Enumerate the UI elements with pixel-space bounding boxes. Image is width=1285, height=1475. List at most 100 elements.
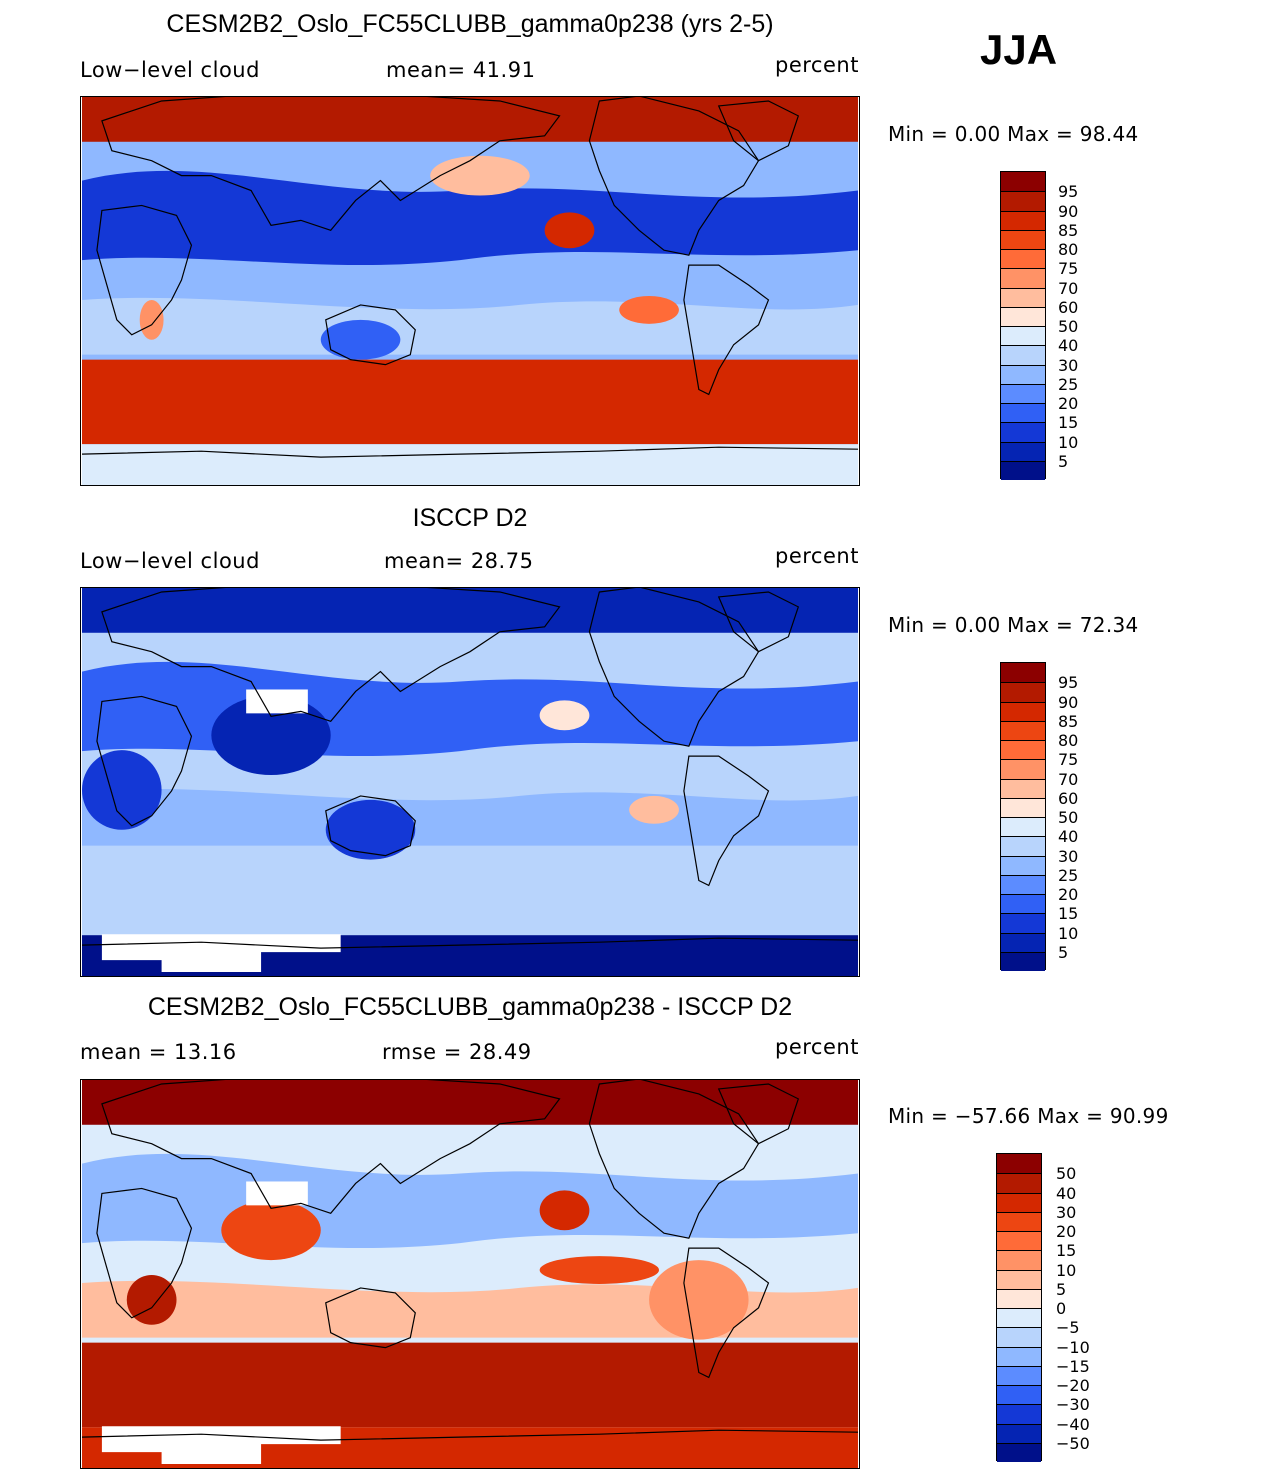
panel-1-title: CESM2B2_Oslo_FC55CLUBB_gamma0p238 (yrs 2… — [166, 10, 774, 38]
colorbar-swatch — [1001, 874, 1045, 894]
panel-2-mean-label: mean= 28.75 — [384, 549, 534, 573]
colorbar-tick-label: 40 — [1058, 336, 1079, 356]
colorbar-tick-label: 10 — [1058, 432, 1079, 452]
colorbar-swatch — [1001, 836, 1045, 856]
colorbar-tick-label: −10 — [1056, 1337, 1090, 1357]
colorbar-swatch — [1001, 403, 1045, 423]
colorbar-swatch — [997, 1385, 1041, 1405]
colorbar-tick-label: 20 — [1056, 1222, 1077, 1241]
panel-1-map — [80, 96, 860, 486]
colorbar-tick-label: 15 — [1056, 1241, 1077, 1261]
colorbar-swatch — [1001, 951, 1045, 971]
colorbar-tick-label: 85 — [1058, 711, 1079, 731]
colorbar-swatch — [1001, 778, 1045, 798]
colorbar-tick-label: 15 — [1058, 413, 1079, 433]
map-field — [81, 1080, 859, 1468]
panel-2-colorbar — [1000, 662, 1046, 971]
colorbar-swatch — [1001, 894, 1045, 914]
colorbar-swatch — [1001, 326, 1045, 346]
colorbar-swatch — [1001, 422, 1045, 442]
panel-3-units-label: percent — [775, 1035, 859, 1059]
colorbar-swatch — [1001, 913, 1045, 933]
colorbar-tick-label: 75 — [1058, 259, 1079, 279]
colorbar-tick-label: 25 — [1058, 865, 1079, 885]
colorbar-swatch — [1001, 682, 1045, 702]
colorbar-tick-label: 95 — [1058, 182, 1079, 202]
colorbar-swatch — [1001, 720, 1045, 740]
colorbar-tick-label: −40 — [1056, 1414, 1090, 1434]
colorbar-tick-label: 5 — [1058, 451, 1069, 471]
panel-2-minmax: Min = 0.00 Max = 72.34 — [888, 613, 1139, 637]
panel-3-minmax: Min = −57.66 Max = 90.99 — [888, 1104, 1169, 1128]
colorbar-tick-label: 90 — [1058, 692, 1079, 712]
colorbar-swatch — [1001, 740, 1045, 760]
colorbar-tick-label: 5 — [1058, 942, 1069, 962]
colorbar-swatch — [997, 1442, 1041, 1462]
colorbar-tick-label: −20 — [1056, 1376, 1090, 1395]
colorbar-swatch — [1001, 268, 1045, 288]
colorbar-swatch — [1001, 229, 1045, 249]
map-field — [81, 97, 859, 485]
colorbar-swatch — [997, 1173, 1041, 1193]
colorbar-swatch — [1001, 172, 1045, 192]
panel-1-colorbar — [1000, 171, 1046, 480]
colorbar-tick-label: 80 — [1058, 731, 1079, 750]
colorbar-tick-label: 0 — [1056, 1299, 1067, 1318]
colorbar-tick-label: −30 — [1056, 1395, 1090, 1415]
colorbar-swatch — [1001, 191, 1045, 211]
colorbar-swatch — [997, 1288, 1041, 1308]
colorbar-swatch — [997, 1250, 1041, 1270]
colorbar-tick-label: 10 — [1058, 923, 1079, 943]
colorbar-tick-label: 75 — [1058, 750, 1079, 770]
colorbar-swatch — [997, 1231, 1041, 1251]
colorbar-swatch — [1001, 210, 1045, 230]
colorbar-tick-label: 20 — [1058, 885, 1079, 904]
panel-3-mean-label: mean = 13.16 — [80, 1040, 237, 1064]
map-field — [81, 588, 859, 976]
colorbar-swatch — [997, 1308, 1041, 1328]
panel-3-colorbar — [996, 1153, 1042, 1462]
colorbar-swatch — [997, 1327, 1041, 1347]
colorbar-tick-label: 40 — [1058, 827, 1079, 847]
panel-1-mean-label: mean= 41.91 — [386, 58, 536, 82]
colorbar-swatch — [1001, 855, 1045, 875]
panel-2-title: ISCCP D2 — [412, 504, 528, 532]
colorbar-tick-label: 60 — [1058, 788, 1079, 808]
colorbar-swatch — [1001, 249, 1045, 269]
colorbar-swatch — [1001, 797, 1045, 817]
panel-2-variable-label: Low−level cloud — [80, 549, 260, 573]
colorbar-swatch — [1001, 663, 1045, 683]
colorbar-tick-label: 10 — [1056, 1260, 1077, 1280]
colorbar-tick-label: 50 — [1058, 808, 1079, 827]
colorbar-tick-label: 60 — [1058, 297, 1079, 317]
colorbar-tick-label: 5 — [1056, 1279, 1067, 1299]
colorbar-tick-label: −15 — [1056, 1356, 1090, 1376]
panel-3-title: CESM2B2_Oslo_FC55CLUBB_gamma0p238 - ISCC… — [147, 993, 793, 1021]
panel-1-minmax: Min = 0.00 Max = 98.44 — [888, 122, 1139, 146]
panel-1-variable-label: Low−level cloud — [80, 58, 260, 82]
colorbar-swatch — [997, 1269, 1041, 1289]
panel-3-rmse-label: rmse = 28.49 — [382, 1040, 532, 1064]
colorbar-swatch — [1001, 817, 1045, 837]
colorbar-tick-label: 40 — [1056, 1183, 1077, 1203]
colorbar-tick-label: 90 — [1058, 201, 1079, 221]
colorbar-tick-label: −50 — [1056, 1433, 1090, 1453]
colorbar-tick-label: 70 — [1058, 769, 1079, 789]
colorbar-swatch — [997, 1423, 1041, 1443]
colorbar-swatch — [1001, 383, 1045, 403]
colorbar-swatch — [1001, 932, 1045, 952]
colorbar-tick-label: 30 — [1056, 1202, 1077, 1222]
colorbar-swatch — [1001, 701, 1045, 721]
colorbar-swatch — [1001, 287, 1045, 307]
colorbar-swatch — [1001, 759, 1045, 779]
colorbar-tick-label: 85 — [1058, 220, 1079, 240]
colorbar-tick-label: 70 — [1058, 278, 1079, 298]
colorbar-swatch — [997, 1154, 1041, 1174]
panel-2-map — [80, 587, 860, 977]
colorbar-swatch — [997, 1404, 1041, 1424]
colorbar-tick-label: −5 — [1056, 1318, 1080, 1338]
colorbar-swatch — [997, 1192, 1041, 1212]
colorbar-tick-label: 20 — [1058, 394, 1079, 413]
colorbar-swatch — [997, 1346, 1041, 1366]
season-label: JJA — [980, 26, 1058, 73]
